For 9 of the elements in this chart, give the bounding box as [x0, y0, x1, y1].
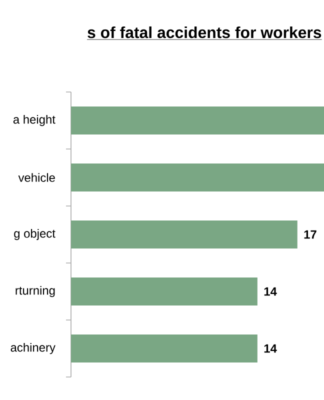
data-label: 14 — [264, 344, 277, 353]
y-tick-label: g object — [14, 228, 56, 240]
chart-title: s of fatal accidents for workers — [88, 26, 322, 38]
y-tick-label: rturning — [16, 286, 55, 298]
y-tick-label: achinery — [10, 342, 56, 354]
y-tick-label: a height — [13, 114, 56, 126]
data-label: 14 — [264, 287, 277, 296]
data-label: 17 — [304, 230, 316, 239]
y-tick-label: vehicle — [18, 173, 55, 182]
